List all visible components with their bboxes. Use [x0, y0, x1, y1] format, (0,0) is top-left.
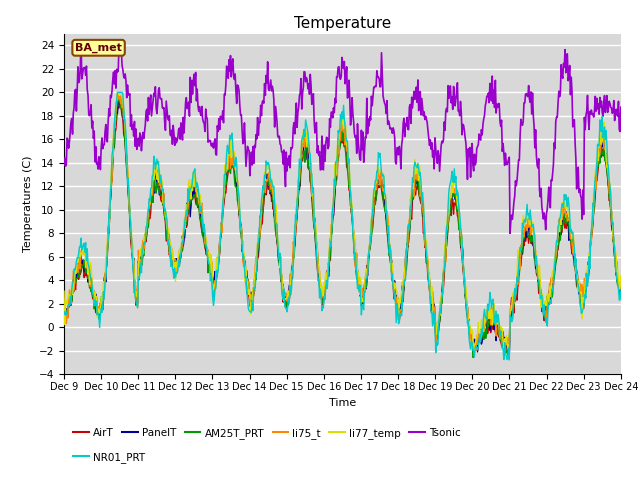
X-axis label: Time: Time — [329, 397, 356, 408]
Legend: NR01_PRT: NR01_PRT — [69, 448, 150, 467]
Text: BA_met: BA_met — [75, 43, 122, 53]
Title: Temperature: Temperature — [294, 16, 391, 31]
Y-axis label: Temperatures (C): Temperatures (C) — [23, 156, 33, 252]
